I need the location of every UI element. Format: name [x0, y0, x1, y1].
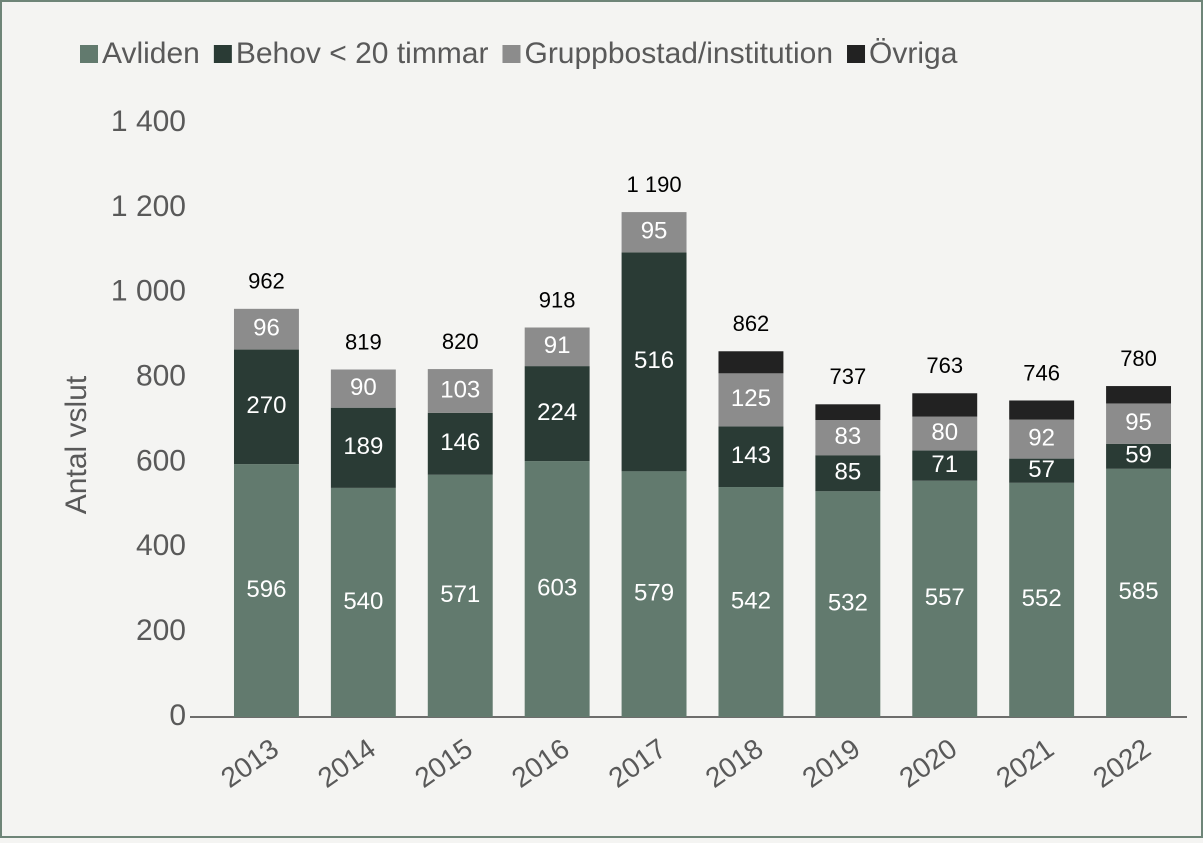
- data-label: 80: [931, 419, 958, 446]
- data-label: 270: [246, 392, 286, 419]
- bar-segment: [233, 349, 299, 465]
- bar-segment: [330, 369, 396, 408]
- bar-segment: [524, 461, 590, 717]
- data-label: 189: [343, 433, 383, 460]
- data-label: 585: [1119, 578, 1159, 605]
- data-label: 224: [537, 399, 577, 426]
- data-label: 540: [343, 588, 383, 615]
- data-label: 95: [641, 218, 668, 245]
- bar-segment: [815, 420, 881, 456]
- data-label: 603: [537, 574, 577, 601]
- bar-segment: [233, 308, 299, 350]
- data-label: 92: [1028, 424, 1055, 451]
- bar-segment: [912, 450, 978, 481]
- data-label: 557: [925, 584, 965, 611]
- data-label: 59: [1125, 442, 1152, 469]
- bar-segment: [1009, 400, 1075, 420]
- y-axis-label: Antal vslut: [60, 375, 93, 514]
- total-label: 737: [829, 364, 866, 389]
- bar-segment: [815, 455, 881, 492]
- bar-segment: [912, 393, 978, 417]
- legend-swatch: [502, 45, 521, 63]
- bar-segment: [912, 480, 978, 717]
- total-label: 780: [1120, 346, 1157, 371]
- data-label: 532: [828, 589, 868, 616]
- data-label: 125: [731, 385, 771, 412]
- y-tick-label: 0: [169, 699, 186, 732]
- bar-segment: [621, 471, 687, 717]
- total-label: 862: [733, 311, 770, 336]
- data-label: 146: [440, 429, 480, 456]
- bar-segment: [330, 487, 396, 717]
- bar-segment: [718, 351, 784, 374]
- data-label: 91: [544, 332, 571, 359]
- bar-segment: [621, 212, 687, 253]
- legend-swatch: [847, 45, 866, 63]
- data-label: 571: [440, 581, 480, 608]
- data-label: 579: [634, 580, 674, 607]
- bar-segment: [233, 464, 299, 717]
- bar-segment: [1009, 419, 1075, 459]
- bar-segment: [718, 426, 784, 488]
- total-label: 746: [1023, 360, 1060, 385]
- total-label: 962: [248, 269, 285, 294]
- data-label: 71: [931, 451, 958, 478]
- y-tick-label: 1 200: [111, 190, 186, 223]
- legend-swatch: [213, 45, 232, 63]
- data-label: 516: [634, 347, 674, 374]
- legend-label: Avliden: [102, 37, 200, 70]
- bar-segment: [718, 487, 784, 717]
- bar-segment: [1106, 403, 1172, 444]
- total-label: 918: [539, 287, 576, 312]
- bar-segment: [718, 373, 784, 427]
- y-tick-label: 1 000: [111, 275, 186, 308]
- bar-segment: [1106, 443, 1172, 469]
- data-label: 90: [350, 374, 377, 401]
- y-tick-label: 400: [136, 529, 186, 562]
- bar-segment: [1009, 482, 1075, 717]
- data-label: 143: [731, 442, 771, 469]
- y-tick-label: 1 400: [111, 105, 186, 138]
- bar-segment: [1106, 386, 1172, 404]
- bar-segment: [330, 407, 396, 488]
- data-label: 542: [731, 587, 771, 614]
- data-label: 95: [1125, 409, 1152, 436]
- bar-segment: [621, 252, 687, 472]
- y-tick-label: 200: [136, 614, 186, 647]
- data-label: 596: [246, 576, 286, 603]
- bar-segment: [524, 366, 590, 462]
- bar-segment: [427, 369, 493, 413]
- total-label: 820: [442, 329, 479, 354]
- data-label: 552: [1022, 585, 1062, 612]
- total-label: 819: [345, 329, 382, 354]
- legend-label: Gruppbostad/institution: [524, 37, 833, 70]
- bar-segment: [1106, 468, 1172, 717]
- bar-segment: [427, 412, 493, 475]
- total-label: 763: [926, 353, 963, 378]
- bar-segment: [1009, 458, 1075, 483]
- legend-swatch: [80, 45, 98, 63]
- bar-segment: [815, 404, 881, 420]
- bar-segment: [427, 474, 493, 717]
- data-label: 57: [1028, 456, 1055, 483]
- y-tick-label: 600: [136, 444, 186, 477]
- data-label: 83: [834, 423, 861, 450]
- data-label: 103: [440, 376, 480, 403]
- total-label: 1 190: [627, 172, 682, 197]
- data-label: 85: [834, 459, 861, 486]
- y-tick-label: 800: [136, 359, 186, 392]
- bar-segment: [524, 327, 590, 367]
- bar-segment: [912, 416, 978, 451]
- legend-label: Övriga: [869, 37, 958, 70]
- legend-label: Behov < 20 timmar: [236, 37, 489, 70]
- bar-segment: [815, 491, 881, 717]
- data-label: 96: [253, 315, 280, 342]
